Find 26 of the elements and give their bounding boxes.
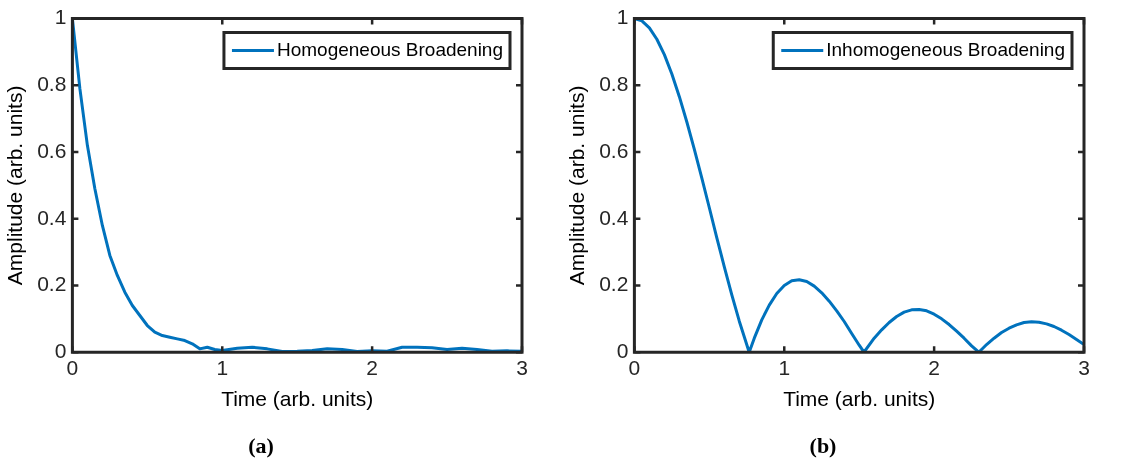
y-tick-label: 0.2 <box>599 272 629 296</box>
legend-label: Inhomogeneous Broadening <box>826 38 1066 60</box>
y-tick-label: 0 <box>616 339 629 362</box>
x-tick-label: 3 <box>516 355 528 379</box>
x-tick-label: 1 <box>778 355 791 379</box>
y-axis-title: Amplitude (arb. units) <box>3 85 27 286</box>
y-tick-label: 0.4 <box>37 205 67 229</box>
y-tick-label: 0.8 <box>599 72 629 96</box>
text: (a) <box>248 433 274 459</box>
y-tick-label: 1 <box>616 5 629 29</box>
x-axis-title: Time (arb. units) <box>783 386 936 410</box>
legend-label: Homogeneous Broadening <box>276 38 504 60</box>
x-tick-label: 3 <box>1078 355 1090 379</box>
x-tick-label: 2 <box>928 355 940 379</box>
y-tick-label: 1 <box>54 5 67 29</box>
text: (b) <box>809 433 837 459</box>
y-tick-label: 0 <box>54 339 67 362</box>
y-axis-title: Amplitude (arb. units) <box>565 85 589 286</box>
y-tick-label: 0.4 <box>599 205 629 229</box>
x-tick-label: 2 <box>366 355 378 379</box>
y-tick-label: 0.2 <box>37 272 67 296</box>
y-tick-label: 0.8 <box>37 72 67 96</box>
x-tick-label: 1 <box>216 355 229 379</box>
x-axis-title: Time (arb. units) <box>221 386 374 410</box>
y-tick-label: 0.6 <box>599 138 629 162</box>
y-tick-label: 0.6 <box>37 138 67 162</box>
